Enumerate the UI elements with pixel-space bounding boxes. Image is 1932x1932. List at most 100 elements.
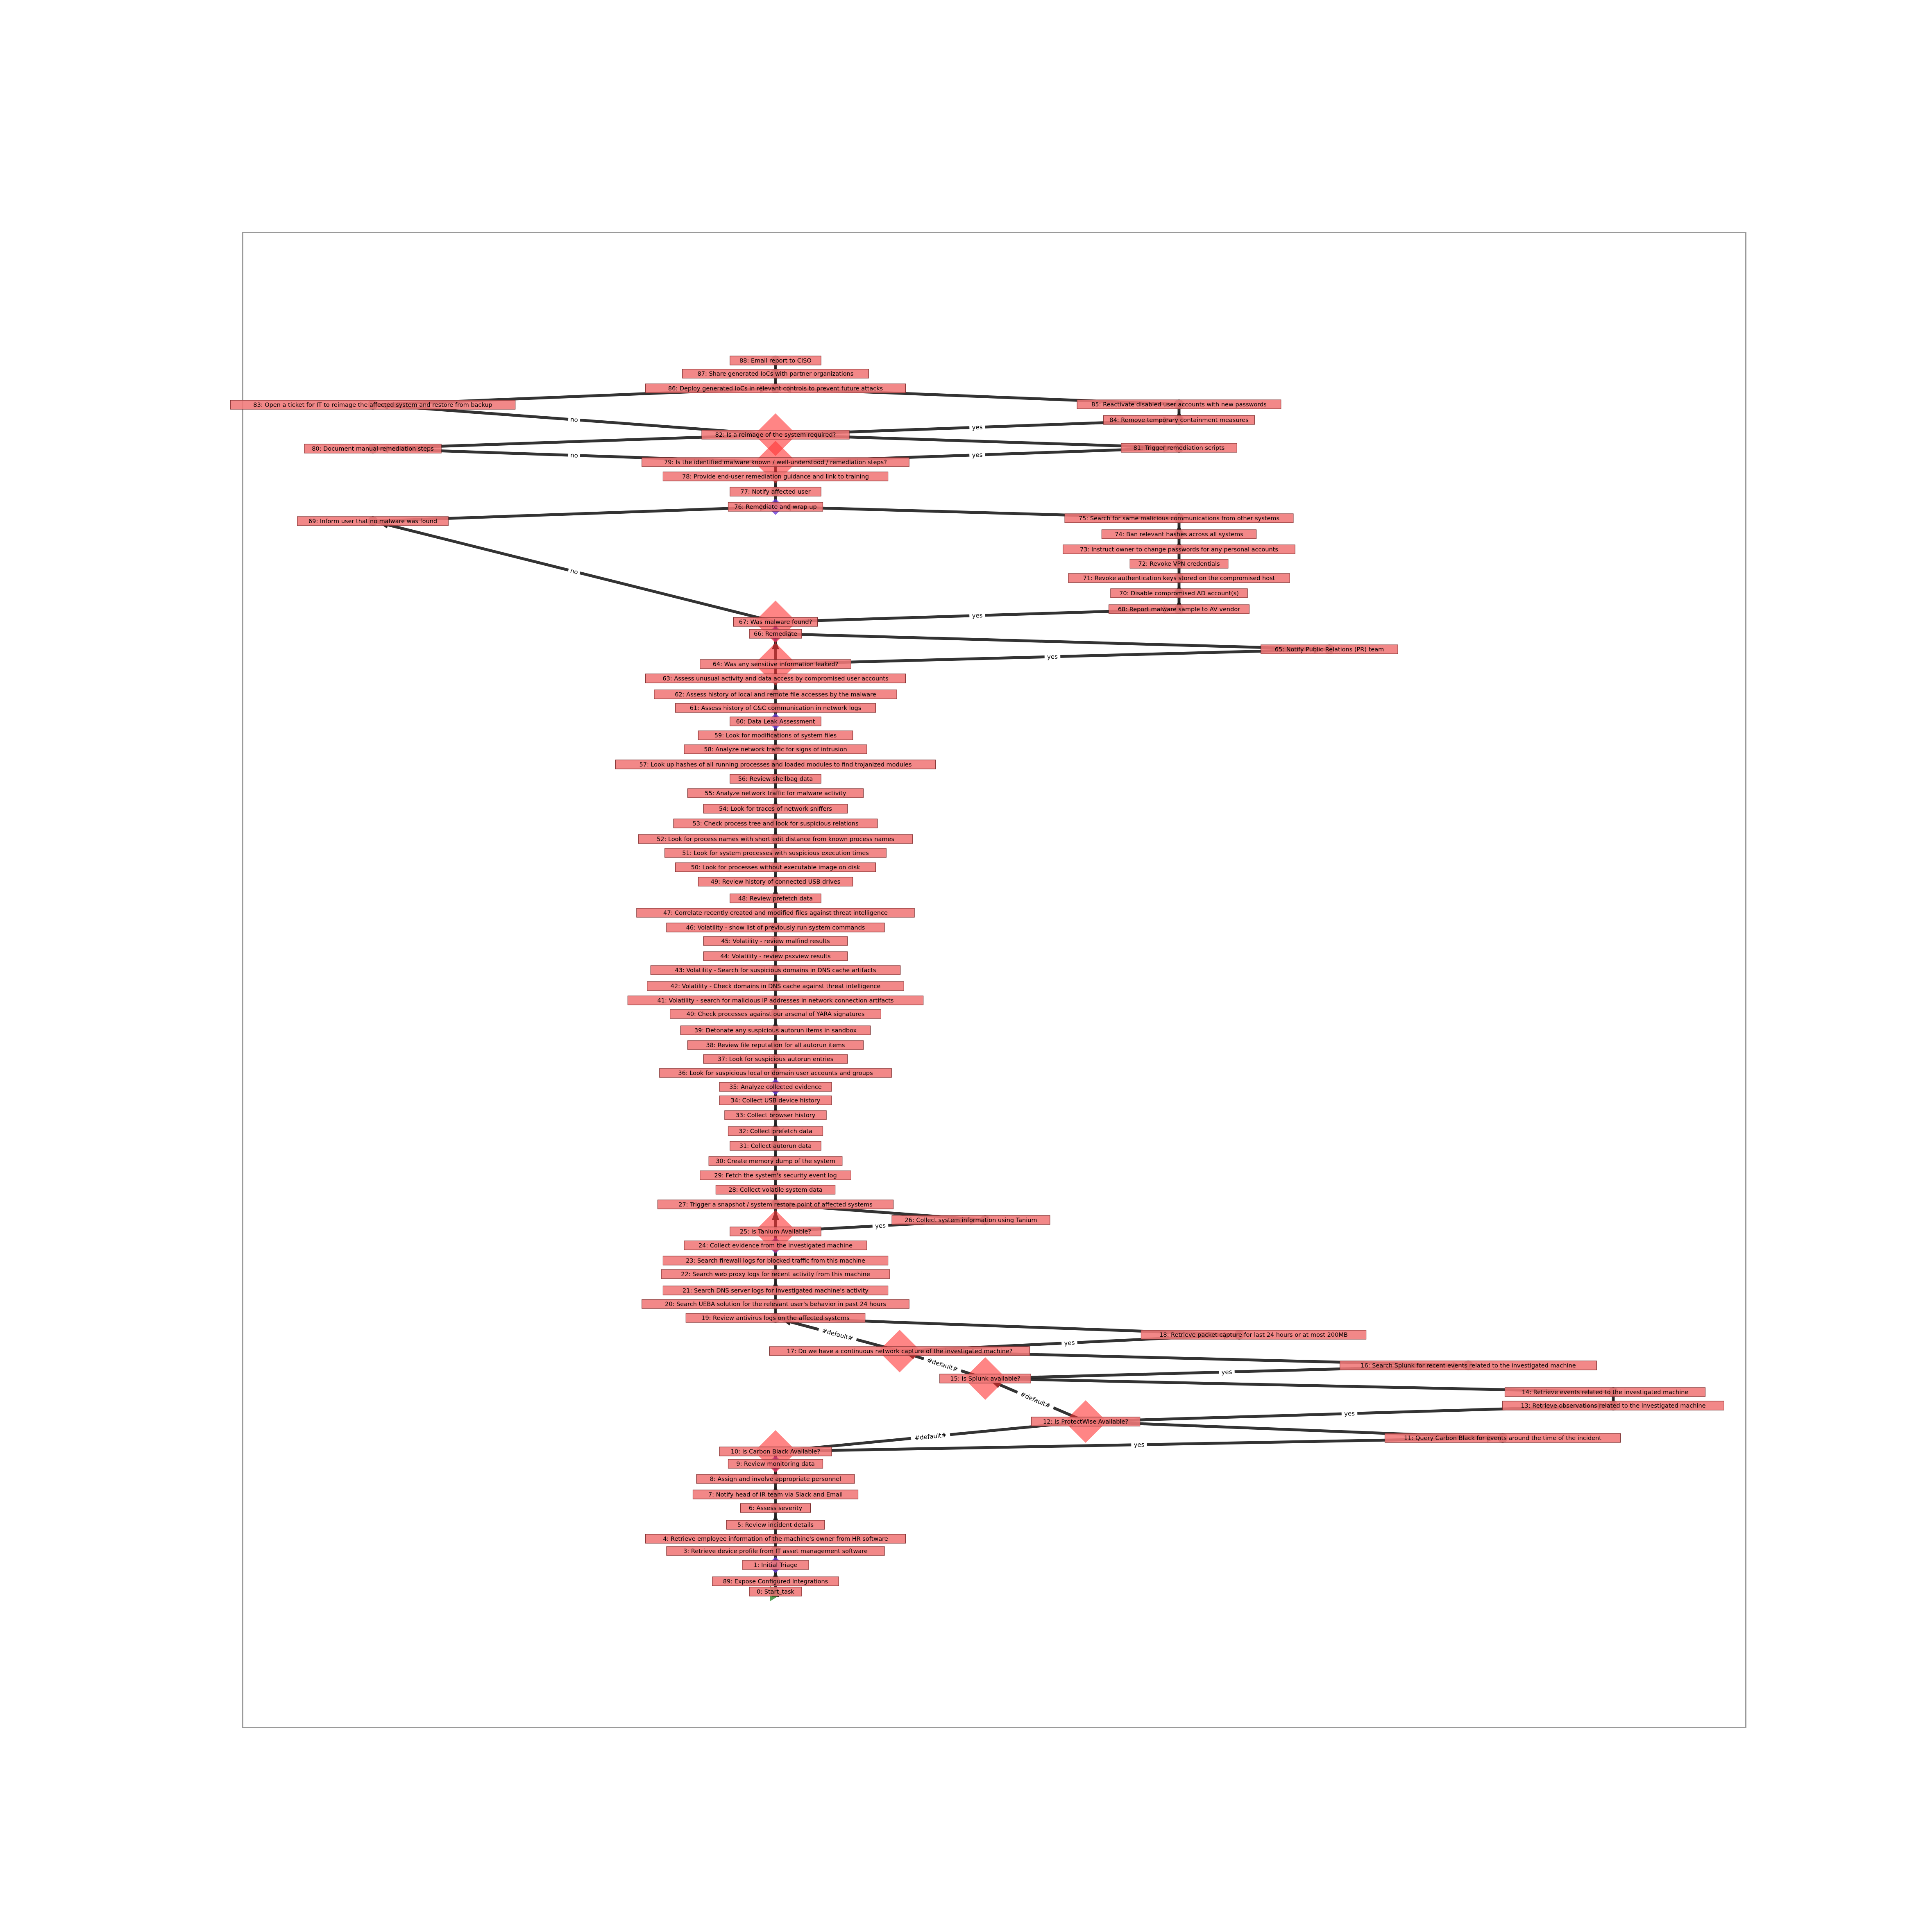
node-n76[interactable]: 76: Remediate and wrap up [728, 502, 823, 512]
node-n58[interactable]: 58: Analyze network traffic for signs of… [684, 744, 867, 754]
node-label-text: 76: Remediate and wrap up [734, 504, 816, 510]
node-label-text: 19: Review antivirus logs on the affecte… [701, 1315, 850, 1322]
node-n78[interactable]: 78: Provide end-user remediation guidanc… [662, 472, 889, 481]
node-n77[interactable]: 77: Notify affected user [730, 487, 821, 497]
node-n68[interactable]: 68: Report malware sample to AV vendor [1109, 604, 1250, 614]
node-n48[interactable]: 48: Review prefetch data [730, 893, 821, 903]
node-n73[interactable]: 73: Instruct owner to change passwords f… [1063, 544, 1295, 554]
node-n11[interactable]: 11: Query Carbon Black for events around… [1384, 1433, 1621, 1443]
node-n74[interactable]: 74: Ban relevant hashes across all syste… [1101, 529, 1257, 539]
node-n38[interactable]: 38: Review file reputation for all autor… [687, 1040, 864, 1050]
node-n81[interactable]: 81: Trigger remediation scripts [1121, 443, 1237, 453]
node-n20[interactable]: 20: Search UEBA solution for the relevan… [642, 1299, 909, 1309]
node-n30[interactable]: 30: Create memory dump of the system [708, 1156, 843, 1166]
node-n7[interactable]: 7: Notify head of IR team via Slack and … [692, 1490, 859, 1499]
node-n28[interactable]: 28: Collect volatile system data [715, 1185, 836, 1195]
node-label-box [700, 1170, 851, 1180]
node-n72[interactable]: 72: Revoke VPN credentials [1129, 559, 1229, 569]
node-n82[interactable]: 82: Is a reimage of the system required? [701, 430, 850, 440]
node-n37[interactable]: 37: Look for suspicious autorun entries [703, 1054, 848, 1064]
node-n17[interactable]: 17: Do we have a continuous network capt… [769, 1346, 1030, 1356]
node-n65[interactable]: 65: Notify Public Relations (PR) team [1261, 644, 1398, 654]
node-n83[interactable]: 83: Open a ticket for IT to reimage the … [230, 400, 516, 410]
node-n59[interactable]: 59: Look for modifications of system fil… [698, 730, 853, 740]
node-n0[interactable]: 0: Start_task [749, 1587, 802, 1596]
node-n8[interactable]: 8: Assign and involve appropriate person… [696, 1474, 855, 1484]
node-n79[interactable]: 79: Is the identified malware known / we… [642, 457, 909, 467]
node-n22[interactable]: 22: Search web proxy logs for recent act… [661, 1269, 890, 1279]
node-label-box [666, 1546, 885, 1556]
node-n60[interactable]: 60: Data Leak Assessment [730, 717, 821, 726]
node-n35[interactable]: 35: Analyze collected evidence [719, 1082, 832, 1092]
node-n50[interactable]: 50: Look for processes without executabl… [675, 862, 876, 872]
node-n25[interactable]: 25: Is Tanium Available? [730, 1227, 821, 1236]
node-n53[interactable]: 53: Check process tree and look for susp… [673, 819, 878, 828]
node-n56[interactable]: 56: Review shellbag data [730, 774, 821, 784]
node-n69[interactable]: 69: Inform user that no malware was foun… [297, 516, 449, 526]
node-n3[interactable]: 3: Retrieve device profile from IT asset… [666, 1546, 885, 1556]
node-n64[interactable]: 64: Was any sensitive information leaked… [700, 659, 851, 669]
node-n24[interactable]: 24: Collect evidence from the investigat… [684, 1240, 867, 1250]
node-n33[interactable]: 33: Collect browser history [724, 1110, 827, 1120]
node-n34[interactable]: 34: Collect USB device history [719, 1095, 832, 1105]
node-n67[interactable]: 67: Was malware found? [733, 617, 818, 627]
node-n36[interactable]: 36: Look for suspicious local or domain … [659, 1068, 892, 1078]
node-n63[interactable]: 63: Assess unusual activity and data acc… [645, 673, 906, 683]
node-n89[interactable]: 89: Expose Configured Integrations [712, 1576, 839, 1586]
node-n42[interactable]: 42: Volatility - Check domains in DNS ca… [647, 981, 904, 991]
node-n9[interactable]: 9: Review monitoring data [728, 1459, 823, 1469]
node-n41[interactable]: 41: Volatility - search for malicious IP… [627, 995, 924, 1005]
node-n87[interactable]: 87: Share generated IoCs with partner or… [682, 369, 869, 379]
node-label-text: 85: Reactivate disabled user accounts wi… [1091, 401, 1267, 408]
node-n1[interactable]: 1: Initial Triage [742, 1560, 809, 1570]
node-n88[interactable]: 88: Email report to CISO [730, 356, 821, 365]
node-n12[interactable]: 12: Is ProtectWise Available? [1031, 1417, 1141, 1426]
node-label-text: 67: Was malware found? [739, 619, 812, 626]
edge-label: yes [1341, 1409, 1358, 1418]
node-n57[interactable]: 57: Look up hashes of all running proces… [615, 760, 936, 769]
node-n18[interactable]: 18: Retrieve packet capture for last 24 … [1141, 1330, 1367, 1340]
node-n31[interactable]: 31: Collect autorun data [730, 1141, 821, 1151]
node-n32[interactable]: 32: Collect prefetch data [728, 1126, 823, 1136]
node-n85[interactable]: 85: Reactivate disabled user accounts wi… [1077, 399, 1281, 409]
edge-label-text: #default# [1019, 1390, 1052, 1410]
node-n15[interactable]: 15: Is Splunk available? [939, 1374, 1031, 1383]
node-n54[interactable]: 54: Look for traces of network sniffers [703, 804, 848, 814]
node-n44[interactable]: 44: Volatility - review psxview results [703, 951, 848, 961]
node-n16[interactable]: 16: Search Splunk for recent events rela… [1340, 1361, 1597, 1370]
node-n5[interactable]: 5: Review incident details [726, 1520, 825, 1530]
node-n52[interactable]: 52: Look for process names with short ed… [638, 834, 913, 844]
node-n10[interactable]: 10: Is Carbon Black Available? [719, 1447, 832, 1456]
node-n49[interactable]: 49: Review history of connected USB driv… [698, 877, 853, 887]
node-n39[interactable]: 39: Detonate any suspicious autorun item… [680, 1025, 871, 1035]
node-n6[interactable]: 6: Assess severity [740, 1503, 811, 1513]
node-n45[interactable]: 45: Volatility - review malfind results [703, 936, 848, 946]
node-n70[interactable]: 70: Disable compromised AD account(s) [1110, 588, 1248, 598]
node-n84[interactable]: 84: Remove temporary containment measure… [1103, 415, 1255, 425]
node-n4[interactable]: 4: Retrieve employee information of the … [645, 1534, 906, 1544]
node-n29[interactable]: 29: Fetch the system's security event lo… [700, 1170, 851, 1180]
node-n23[interactable]: 23: Search firewall logs for blocked tra… [662, 1256, 889, 1265]
node-n46[interactable]: 46: Volatility - show list of previously… [666, 923, 885, 932]
node-label-box [733, 617, 818, 627]
node-n47[interactable]: 47: Correlate recently created and modif… [636, 908, 915, 918]
node-n61[interactable]: 61: Assess history of C&C communication … [675, 703, 876, 713]
node-n80[interactable]: 80: Document manual remediation steps [304, 444, 442, 454]
node-n19[interactable]: 19: Review antivirus logs on the affecte… [685, 1313, 866, 1323]
node-n43[interactable]: 43: Volatility - Search for suspicious d… [650, 965, 901, 975]
node-label-box [666, 923, 885, 932]
node-n66[interactable]: 66: Remediate [749, 629, 802, 639]
node-n75[interactable]: 75: Search for same malicious communicat… [1064, 513, 1294, 523]
node-n26[interactable]: 26: Collect system information using Tan… [891, 1215, 1050, 1225]
node-n71[interactable]: 71: Revoke authentication keys stored on… [1068, 573, 1290, 583]
node-n51[interactable]: 51: Look for system processes with suspi… [664, 848, 887, 858]
node-label-text: 44: Volatility - review psxview results [720, 953, 831, 960]
node-n86[interactable]: 86: Deploy generated IoCs in relevant co… [645, 383, 906, 393]
node-n27[interactable]: 27: Trigger a snapshot / system restore … [657, 1200, 894, 1209]
node-n21[interactable]: 21: Search DNS server logs for investiga… [662, 1286, 889, 1295]
node-n13[interactable]: 13: Retrieve observations related to the… [1502, 1401, 1724, 1410]
node-n40[interactable]: 40: Check processes against our arsenal … [669, 1009, 881, 1019]
node-n14[interactable]: 14: Retrieve events related to the inves… [1504, 1387, 1706, 1397]
node-n62[interactable]: 62: Assess history of local and remote f… [654, 689, 897, 699]
node-n55[interactable]: 55: Analyze network traffic for malware … [687, 788, 864, 798]
